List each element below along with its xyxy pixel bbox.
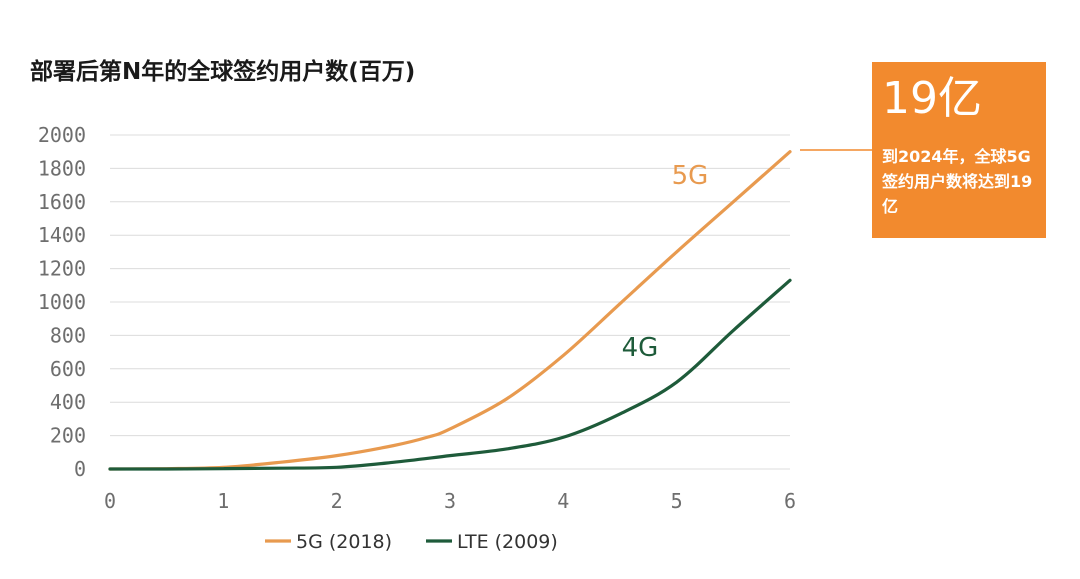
y-tick-label: 800 — [50, 323, 86, 347]
series-tag-0: 5G — [672, 161, 709, 191]
x-tick-label: 1 — [217, 489, 229, 513]
x-axis-ticks: 0 1 2 3 4 5 6 — [104, 489, 796, 513]
legend: 5G (2018) LTE (2009) — [265, 531, 558, 553]
legend-label-0: 5G (2018) — [296, 531, 392, 553]
y-tick-label: 1400 — [38, 223, 86, 247]
y-axis-ticks: 0 200 400 600 800 1000 1200 1400 1600 1800 2000 — [38, 123, 86, 481]
y-tick-label: 600 — [50, 357, 86, 381]
y-tick-label: 0 — [74, 457, 86, 481]
x-tick-label: 6 — [784, 489, 796, 513]
callout-box: 19亿 到2024年，全球5G签约用户数将达到19亿 — [872, 62, 1046, 238]
series-line-1 — [108, 278, 792, 471]
y-tick-label: 200 — [50, 424, 86, 448]
callout-headline: 19亿 — [882, 73, 982, 124]
legend-label-1: LTE (2009) — [457, 531, 558, 553]
y-tick-label: 1000 — [38, 290, 86, 314]
y-tick-label: 1800 — [38, 156, 86, 180]
chart-title: 部署后第N年的全球签约用户数(百万) — [30, 59, 416, 85]
y-tick-label: 1600 — [38, 190, 86, 214]
series-line-0 — [108, 150, 792, 471]
y-tick-label: 1200 — [38, 257, 86, 281]
x-tick-label: 4 — [557, 489, 569, 513]
x-tick-label: 2 — [331, 489, 343, 513]
series-lines — [108, 150, 792, 471]
x-tick-label: 3 — [444, 489, 456, 513]
callout-text: 到2024年，全球5G签约用户数将达到19亿 — [882, 147, 1033, 216]
x-tick-label: 0 — [104, 489, 116, 513]
series-tags: 5G 4G — [622, 161, 709, 363]
grid-lines — [110, 134, 790, 470]
x-tick-label: 5 — [671, 489, 683, 513]
y-tick-label: 2000 — [38, 123, 86, 147]
y-tick-label: 400 — [50, 390, 86, 414]
series-tag-1: 4G — [622, 333, 659, 363]
